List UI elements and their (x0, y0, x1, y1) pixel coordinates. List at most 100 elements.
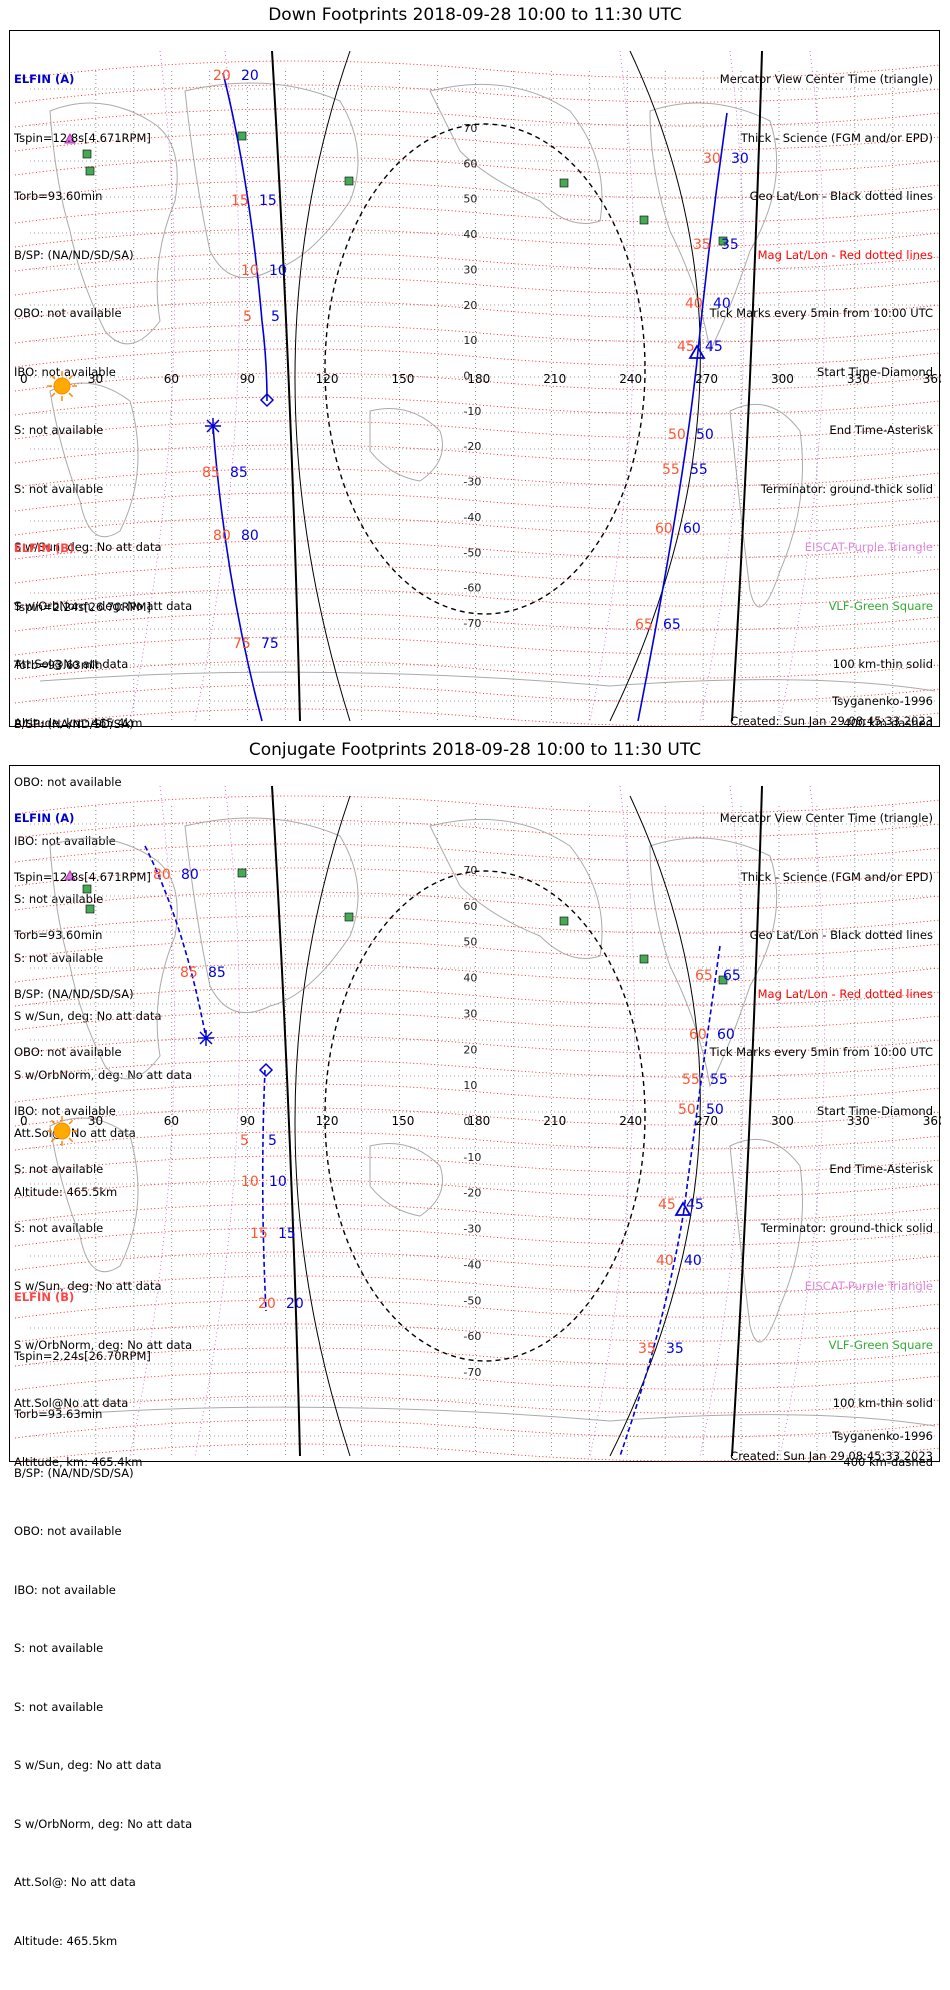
elfin-a-header: ELFIN (A) (14, 72, 75, 86)
elfin-a-line: S: not available (14, 481, 104, 496)
continent-outline (649, 837, 778, 1088)
mag-parallel (14, 516, 941, 536)
legend-line: End Time-Asterisk (829, 1162, 933, 1176)
lon-tick-label: 300 (771, 372, 794, 386)
mag-parallel (14, 1395, 941, 1415)
lon-tick-label: 180 (467, 1114, 490, 1128)
vlf-station-square (344, 912, 354, 922)
mag-parallel (14, 1299, 941, 1319)
mag-parallel (14, 276, 941, 296)
lat-tick-label: -60 (463, 582, 481, 595)
mag-parallel (14, 1443, 941, 1463)
elfin-a-line: OBO: not available (14, 306, 122, 320)
elfin-b-line: Torb=93.63min (14, 658, 103, 672)
lat-tick-label: -10 (463, 1151, 481, 1164)
lat-tick-label: 20 (463, 1043, 477, 1056)
mag-parallel (14, 819, 941, 839)
elfin-b-line: Att.Sol@: No att data (14, 1875, 136, 1889)
elfin-a-line: Tspin=12.8s[4.671RPM] (14, 130, 151, 145)
lon-tick-label: 360 (923, 372, 941, 386)
mag-meridian (194, 50, 240, 722)
elfin-a-line: Tspin=12.8s[4.671RPM] (14, 869, 151, 884)
elfin-b-line: S: not available (14, 1699, 104, 1714)
track-tick-label-red: 55 (662, 462, 680, 478)
lat-tick-label: -50 (463, 1294, 481, 1307)
track-tick-label-blue: 80 (181, 867, 199, 883)
track-tick-label-blue: 75 (261, 636, 279, 652)
track-tick-label-red: 85 (180, 965, 198, 981)
vlf-station-square (559, 916, 569, 926)
lat-tick-label: 20 (463, 299, 477, 312)
elfin-b-line: Tspin=2.24s[26.70RPM] (14, 1348, 151, 1363)
sun-ray (50, 1137, 56, 1143)
lon-tick-label: 0 (20, 372, 28, 386)
mag-parallel (14, 987, 941, 1007)
model-label-1: Tsyganenko-1996 (832, 694, 933, 708)
track-tick-label-blue: 35 (721, 237, 739, 253)
legend-line: Mercator View Center Time (triangle) (719, 811, 933, 825)
created-label-2: Created: Sun Jan 29 08:45:33 2023 (730, 1449, 933, 1463)
eiscat-triangle (64, 869, 76, 881)
elfin-b-header: ELFIN (B) (14, 1290, 75, 1304)
mag-parallel (14, 1419, 941, 1439)
lon-tick-label: 300 (771, 1114, 794, 1128)
mag-parallel (14, 132, 941, 152)
vlf-station-square (639, 954, 649, 964)
continent-outline (369, 1143, 443, 1217)
lon-tick-label: 30 (88, 1114, 103, 1128)
mag-parallel (14, 324, 941, 344)
track-tick-label-blue: 10 (269, 1174, 287, 1190)
elfin-b-line: S w/OrbNorm, deg: No att data (14, 1067, 193, 1082)
track-tick-label-red: 60 (689, 1027, 707, 1043)
mag-parallel (14, 300, 941, 320)
lon-tick-label: 120 (316, 1114, 339, 1128)
track-tick-label-red: 45 (677, 339, 695, 355)
continent-outline (429, 83, 603, 224)
elfin-b-line: S: not available (14, 950, 104, 965)
lon-tick-label: 330 (847, 372, 870, 386)
start-time-diamond (259, 392, 275, 408)
lat-tick-label: 0 (463, 1115, 470, 1128)
center-time-triangle (674, 1201, 692, 1216)
track-tick-label-blue: 35 (666, 1341, 684, 1357)
lat-tick-label: 10 (463, 1079, 477, 1092)
panel1-title: Down Footprints 2018-09-28 10:00 to 11:3… (268, 5, 682, 25)
footprint-track (212, 425, 263, 722)
mag-parallel (14, 444, 941, 464)
elfin-a-line: Att.Sol@No att data (14, 657, 129, 671)
continent-outline (39, 1406, 936, 1427)
terminator-line (731, 785, 763, 1457)
track-tick-label-red: 85 (202, 465, 220, 481)
legend-1: Mercator View Center Time (triangle) Thi… (710, 31, 933, 772)
legend-line: End Time-Asterisk (829, 423, 933, 437)
elfin-a-line: S: not available (14, 1162, 104, 1176)
legend-line: 100 km-thin solid (832, 657, 933, 671)
sun-ray (68, 374, 74, 380)
footprint-track (619, 1209, 685, 1457)
mag-parallel (14, 1059, 941, 1079)
footprint-100km-ring (609, 795, 701, 1457)
track-tick-label-blue: 5 (271, 309, 280, 325)
mag-parallel (14, 915, 941, 935)
footprint-100km-ring (609, 50, 701, 722)
legend-line: Thick - Science (FGM and/or EPD) (740, 130, 933, 145)
lon-tick-label: 90 (240, 1114, 255, 1128)
elfin-a-line: S w/Sun, deg: No att data (14, 1279, 162, 1293)
mag-parallel (14, 939, 941, 959)
mag-parallel (14, 204, 941, 224)
lat-tick-label: 50 (463, 936, 477, 949)
mag-parallel (14, 180, 941, 200)
lon-tick-label: 120 (316, 372, 339, 386)
legend-line: EISCAT-Purple Triangle (804, 540, 933, 554)
track-tick-label-blue: 60 (717, 1027, 735, 1043)
track-tick-label-red: 40 (656, 1253, 674, 1269)
model-label-2: Tsyganenko-1996 (832, 1429, 933, 1443)
elfin-a-line: S: not available (14, 1220, 104, 1235)
track-tick-label-red: 50 (668, 427, 686, 443)
lon-tick-label: 270 (695, 1114, 718, 1128)
footprint-100km-ring (294, 50, 351, 722)
track-tick-label-blue: 15 (259, 193, 277, 209)
elfin-a-info-2: ELFIN (A) Tspin=12.8s[4.671RPM] Torb=93.… (14, 770, 192, 1511)
mag-parallel (14, 612, 941, 632)
terminator-line (731, 50, 763, 722)
